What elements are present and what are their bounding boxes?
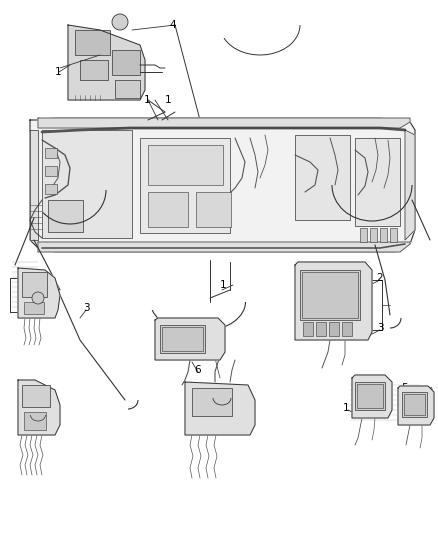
Text: 5: 5	[402, 383, 408, 393]
Text: 1: 1	[165, 95, 171, 105]
Polygon shape	[398, 386, 434, 425]
Bar	[45, 184, 57, 194]
Bar	[303, 322, 313, 336]
Polygon shape	[38, 118, 410, 128]
Text: 1: 1	[28, 275, 35, 285]
Polygon shape	[405, 130, 415, 240]
Text: 1: 1	[363, 375, 369, 385]
Text: 6: 6	[194, 365, 201, 375]
Bar	[329, 322, 339, 336]
Bar	[112, 50, 140, 75]
Polygon shape	[18, 380, 60, 435]
Text: 2: 2	[377, 273, 383, 283]
Bar	[148, 192, 188, 227]
Bar	[316, 322, 326, 336]
Polygon shape	[185, 382, 255, 435]
Text: 1: 1	[55, 67, 61, 77]
Bar	[45, 166, 57, 176]
Bar	[42, 130, 132, 238]
Polygon shape	[38, 242, 410, 252]
Bar	[196, 192, 231, 227]
Text: 1: 1	[144, 95, 150, 105]
Bar	[300, 270, 360, 320]
Bar	[45, 148, 57, 158]
Bar	[115, 80, 140, 98]
Text: 1: 1	[28, 388, 35, 398]
Polygon shape	[18, 268, 60, 318]
Polygon shape	[352, 375, 392, 418]
Text: 1: 1	[220, 280, 226, 290]
Circle shape	[112, 14, 128, 30]
Bar	[380, 228, 387, 242]
Bar	[295, 135, 350, 220]
Bar	[48, 200, 83, 232]
Bar	[140, 138, 230, 233]
Bar	[22, 385, 50, 407]
Circle shape	[32, 292, 44, 304]
Polygon shape	[30, 130, 38, 240]
Polygon shape	[30, 118, 415, 252]
Bar	[302, 272, 358, 318]
Bar	[75, 30, 110, 55]
Bar	[148, 145, 223, 185]
Bar	[390, 228, 397, 242]
Bar	[22, 272, 47, 297]
Text: 4: 4	[170, 20, 177, 30]
Text: 2: 2	[427, 387, 433, 397]
Bar	[404, 394, 425, 415]
Polygon shape	[68, 25, 145, 100]
Bar	[342, 322, 352, 336]
Bar	[162, 327, 203, 351]
Text: 1: 1	[343, 403, 350, 413]
Bar	[355, 138, 400, 226]
Bar	[355, 382, 385, 410]
Bar	[160, 325, 205, 353]
Text: 3: 3	[377, 323, 383, 333]
Bar	[80, 60, 108, 80]
Bar	[192, 388, 232, 416]
Polygon shape	[295, 262, 372, 340]
Polygon shape	[155, 318, 225, 360]
Bar	[370, 228, 377, 242]
Bar	[24, 412, 46, 430]
Bar	[357, 384, 383, 408]
Text: 3: 3	[83, 303, 89, 313]
Bar	[24, 302, 44, 314]
Bar	[402, 392, 427, 417]
Bar	[360, 228, 367, 242]
